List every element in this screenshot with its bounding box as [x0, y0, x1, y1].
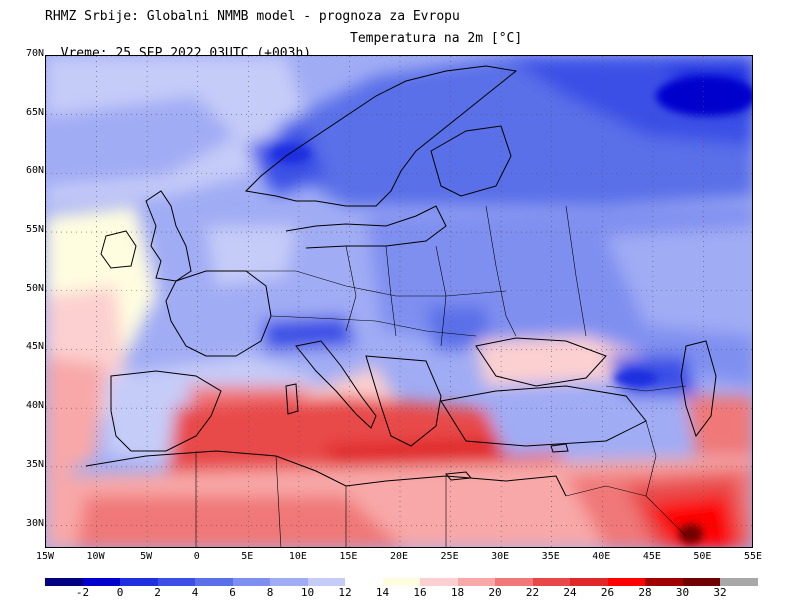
colorbar-label: 32	[713, 586, 727, 599]
colorbar-label: 24	[563, 586, 577, 599]
lon-tick-label: 35E	[541, 551, 560, 562]
lat-tick-label: 35N	[25, 458, 44, 470]
colorbar-label: 6	[229, 586, 236, 599]
map-canvas	[46, 56, 752, 547]
colorbar-swatch	[420, 578, 458, 586]
colorbar-swatch	[195, 578, 233, 586]
colorbar-swatch	[682, 578, 720, 586]
lon-tick-label: 5W	[140, 551, 153, 562]
colorbar-label: 8	[266, 586, 274, 599]
colorbar-label: 18	[450, 586, 465, 599]
lat-tick-label: 70N	[25, 48, 44, 59]
colorbar-label: 10	[300, 586, 315, 599]
colorbar-swatch	[120, 578, 158, 586]
lon-tick-label: 50E	[693, 551, 712, 562]
colorbar-label: 2	[154, 586, 161, 599]
lat-tick-label: 50N	[25, 282, 44, 294]
map-title: RHMZ Srbije: Globalni NMMB model - progn…	[45, 9, 460, 24]
colorbar-swatch	[570, 578, 608, 586]
colorbar-swatch	[607, 578, 645, 586]
lat-tick-label: 45N	[25, 341, 44, 353]
colorbar-swatch	[457, 578, 495, 586]
colorbar-label: 20	[488, 586, 502, 599]
lon-tick-label: 25E	[440, 551, 459, 562]
colorbar-swatch	[345, 578, 383, 586]
lon-tick-label: 20E	[389, 551, 409, 562]
lat-tick-label: 60N	[25, 165, 44, 177]
colorbar-swatch	[532, 578, 570, 586]
colorbar-label: 28	[638, 586, 652, 599]
lon-tick-label: 15W	[35, 551, 55, 562]
colorbar-swatch	[157, 578, 195, 586]
lon-tick-label: 30E	[491, 551, 510, 562]
lon-tick-label: 40E	[592, 551, 611, 562]
graticule	[46, 56, 752, 547]
temperature-map	[45, 55, 753, 548]
colorbar-label: 26	[600, 586, 615, 599]
colorbar-swatch	[645, 578, 683, 586]
lon-tick-label: 10E	[288, 551, 307, 562]
colorbar-label: 4	[191, 586, 199, 599]
lon-tick-label: 55E	[743, 551, 763, 562]
colorbar-label: 14	[375, 586, 390, 599]
colorbar-swatch	[382, 578, 420, 586]
colorbar-swatch	[495, 578, 533, 586]
colorbar-swatch	[720, 578, 758, 586]
temperature-field	[46, 56, 752, 547]
colorbar-swatch	[270, 578, 308, 586]
lon-tick-label: 15E	[339, 551, 358, 562]
colorbar-label: 22	[525, 586, 540, 599]
colorbar-label: 16	[413, 586, 427, 599]
colorbar-label: -2	[75, 586, 90, 599]
colorbar-label: 30	[675, 586, 690, 599]
lat-tick-label: 65N	[25, 106, 44, 118]
field-name: Temperatura na 2m [°C]	[350, 31, 523, 46]
colorbar-swatch	[45, 578, 83, 586]
lon-tick-label: 5E	[241, 551, 254, 562]
colorbar-label: 12	[338, 586, 352, 599]
colorbar-swatch	[307, 578, 345, 586]
temperature-hotspots	[271, 76, 752, 544]
country-borders	[195, 205, 687, 547]
colorbar-label: 0	[116, 586, 124, 599]
lat-tick-label: 30N	[25, 517, 44, 529]
lon-tick-label: 10W	[86, 551, 105, 562]
lat-tick-label: 55N	[25, 224, 44, 236]
lat-tick-label: 40N	[25, 400, 44, 412]
lon-tick-label: 0	[193, 551, 200, 562]
colorbar-swatch	[82, 578, 120, 586]
colorbar-swatch	[232, 578, 270, 586]
lon-tick-label: 45E	[642, 551, 661, 562]
